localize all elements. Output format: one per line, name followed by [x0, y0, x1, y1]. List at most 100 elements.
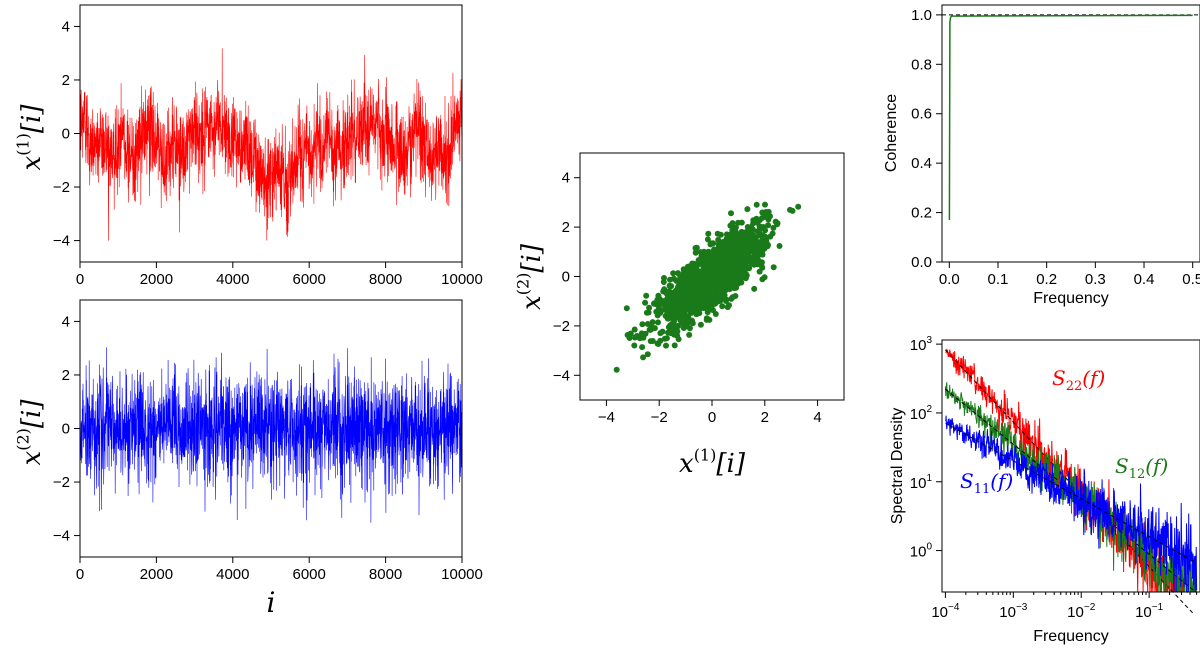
scatter-point — [699, 259, 705, 266]
series-label: S22(f) — [1052, 366, 1105, 394]
x-tick-label: 10000 — [441, 271, 483, 288]
scatter-point — [680, 325, 687, 331]
scatter-point — [761, 274, 768, 281]
scatter-point — [686, 325, 693, 332]
scatter-point — [669, 315, 676, 322]
x-tick-label: 4000 — [216, 566, 249, 583]
scatter-point — [631, 326, 638, 333]
scatter-point — [670, 296, 677, 303]
y-tick-label: 2 — [62, 72, 70, 89]
x-tick-label: 8000 — [369, 566, 402, 583]
scatter-point — [729, 294, 736, 301]
scatter-point — [723, 235, 730, 242]
x-axis-label: x(1)[i] — [679, 445, 746, 479]
scatter-point — [707, 241, 714, 248]
panel-timeseries-x2: 0 2000 4000 6000 8000 10000 −4 −2 0 2 4 x(2)[i] i — [13, 299, 483, 619]
spectral-fit-line — [945, 388, 1194, 591]
scatter-point — [651, 300, 658, 307]
scatter-point — [762, 201, 768, 208]
scatter-point — [649, 319, 656, 326]
scatter-point — [631, 342, 638, 349]
scatter-point — [703, 255, 710, 262]
scatter-point — [639, 344, 646, 351]
scatter-point — [693, 244, 700, 251]
scatter-point — [690, 281, 697, 288]
scatter-point — [714, 230, 721, 237]
scatter-point — [661, 286, 668, 293]
scatter-point — [715, 236, 722, 243]
scatter-point — [776, 243, 783, 249]
scatter-point — [728, 210, 734, 217]
scatter-point — [762, 227, 769, 234]
scatter-point — [714, 255, 721, 262]
scatter-point — [762, 233, 769, 240]
x-tick-label: 0.1 — [988, 271, 1009, 288]
scatter-point — [675, 310, 682, 317]
scatter-point — [666, 288, 673, 295]
scatter-point — [765, 222, 772, 229]
x-tick-label: 0.5 — [1182, 271, 1200, 288]
scatter-point — [730, 228, 737, 235]
scatter-point — [706, 316, 713, 323]
x-tick-label: 0.0 — [939, 271, 960, 288]
scatter-point — [749, 226, 756, 233]
scatter-point — [729, 271, 736, 278]
y-tick-label: −2 — [53, 474, 70, 491]
y-axis-label: x(1)[i] — [13, 104, 47, 171]
y-tick-label: 4 — [62, 18, 70, 35]
scatter-point — [711, 301, 718, 307]
scatter-point — [726, 242, 732, 249]
scatter-points — [613, 201, 802, 373]
tick-label: 10−2 — [1067, 602, 1096, 621]
spectral-series-line — [945, 415, 1198, 593]
y-tick-label: 0.8 — [911, 56, 932, 73]
scatter-point — [709, 295, 716, 302]
scatter-point — [669, 309, 676, 316]
scatter-point — [634, 333, 640, 339]
scatter-point — [705, 230, 712, 237]
scatter-point — [642, 299, 649, 306]
scatter-point — [688, 309, 694, 315]
scatter-point — [726, 302, 732, 309]
scatter-point — [663, 335, 670, 342]
scatter-point — [654, 296, 661, 303]
scatter-point — [703, 272, 710, 279]
scatter-point — [668, 283, 675, 290]
axis-ticks: 10−4 10−3 10−2 10−1 100 101 102 103 — [910, 335, 1198, 621]
tick-label: 103 — [910, 335, 933, 354]
scatter-point — [663, 342, 669, 349]
spectral-fit-line — [945, 422, 1194, 562]
x-tick-label: 0.3 — [1085, 271, 1106, 288]
y-axis-label: Spectral Density — [889, 408, 906, 525]
scatter-point — [731, 262, 738, 269]
y-tick-label: 0 — [562, 269, 570, 286]
scatter-point — [721, 242, 728, 249]
scatter-point — [704, 236, 711, 243]
y-axis-label: x(2)[i] — [513, 243, 547, 310]
scatter-point — [683, 280, 690, 287]
scatter-point — [752, 236, 759, 243]
scatter-point — [723, 231, 730, 238]
scatter-point — [787, 206, 793, 213]
scatter-point — [723, 298, 729, 304]
x-tick-label: 2000 — [140, 566, 173, 583]
scatter-point — [737, 257, 743, 264]
scatter-point — [709, 283, 715, 290]
tick-label: 100 — [910, 542, 933, 561]
scatter-point — [761, 245, 768, 252]
scatter-point — [743, 240, 750, 247]
y-tick-label: 4 — [62, 313, 70, 330]
scatter-point — [733, 284, 740, 291]
tick-label: 102 — [910, 404, 933, 423]
scatter-point — [703, 302, 710, 309]
plot-frame — [941, 4, 1200, 263]
tick-label: 10−4 — [931, 602, 960, 621]
scatter-point — [721, 280, 728, 287]
spectral-lines — [944, 348, 1198, 615]
y-tick-label: −4 — [53, 528, 70, 545]
scatter-point — [748, 235, 755, 242]
tick-label: 101 — [910, 473, 933, 492]
scatter-point — [701, 285, 708, 291]
scatter-point — [732, 246, 739, 253]
